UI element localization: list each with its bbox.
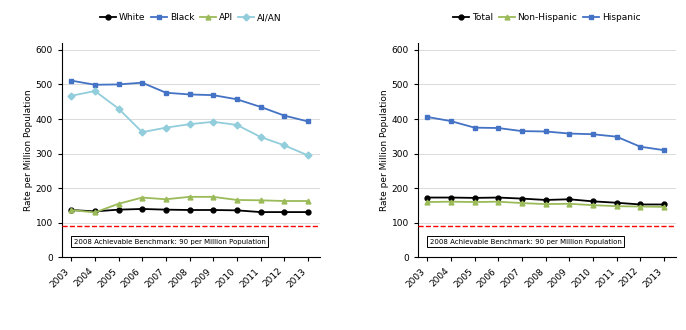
White	[233, 208, 241, 212]
Non-Hispanic	[613, 204, 621, 208]
Total	[423, 196, 431, 200]
Black	[233, 97, 241, 101]
Total	[541, 198, 549, 202]
Line: Non-Hispanic: Non-Hispanic	[425, 199, 666, 209]
White	[280, 210, 288, 214]
AI/AN	[209, 120, 217, 124]
Hispanic	[423, 115, 431, 119]
Non-Hispanic	[494, 200, 502, 204]
API	[257, 198, 265, 202]
Black	[304, 119, 312, 123]
White	[115, 208, 123, 212]
Total	[518, 197, 526, 201]
Line: Total: Total	[425, 195, 666, 207]
Hispanic	[613, 135, 621, 139]
Line: Hispanic: Hispanic	[425, 115, 666, 152]
Hispanic	[494, 126, 502, 130]
White	[257, 210, 265, 214]
Hispanic	[471, 126, 479, 130]
Non-Hispanic	[565, 202, 573, 206]
Non-Hispanic	[660, 205, 668, 209]
Total	[471, 196, 479, 200]
Total	[660, 203, 668, 207]
Black	[280, 114, 288, 117]
Black	[162, 91, 170, 95]
API	[162, 197, 170, 201]
Y-axis label: Rate per Million Population: Rate per Million Population	[24, 89, 33, 211]
Black	[67, 79, 75, 82]
Black	[257, 105, 265, 109]
Total	[636, 203, 644, 207]
Hispanic	[541, 129, 549, 133]
Legend: White, Black, API, AI/AN: White, Black, API, AI/AN	[99, 13, 282, 22]
Total	[589, 199, 597, 203]
API	[304, 199, 312, 203]
AI/AN	[233, 123, 241, 127]
Total	[494, 196, 502, 200]
Black	[115, 82, 123, 86]
API	[280, 199, 288, 203]
Black	[91, 83, 99, 87]
White	[209, 208, 217, 212]
Text: 2008 Achievable Benchmark: 90 per Million Population: 2008 Achievable Benchmark: 90 per Millio…	[73, 239, 265, 245]
API	[115, 202, 123, 206]
Hispanic	[447, 119, 455, 123]
Hispanic	[565, 132, 573, 136]
API	[209, 195, 217, 199]
Non-Hispanic	[636, 205, 644, 209]
Non-Hispanic	[471, 200, 479, 204]
Total	[565, 197, 573, 201]
Line: White: White	[69, 207, 310, 215]
Hispanic	[589, 132, 597, 136]
Legend: Total, Non-Hispanic, Hispanic: Total, Non-Hispanic, Hispanic	[453, 13, 641, 22]
White	[162, 208, 170, 212]
Black	[185, 92, 193, 96]
Hispanic	[636, 145, 644, 149]
Line: Black: Black	[69, 78, 310, 124]
API	[91, 211, 99, 214]
Hispanic	[660, 148, 668, 152]
AI/AN	[91, 89, 99, 93]
Black	[209, 93, 217, 97]
White	[138, 207, 146, 211]
AI/AN	[162, 126, 170, 130]
API	[138, 196, 146, 200]
White	[67, 208, 75, 212]
Non-Hispanic	[518, 201, 526, 205]
AI/AN	[185, 122, 193, 126]
Non-Hispanic	[423, 200, 431, 204]
White	[185, 208, 193, 212]
Y-axis label: Rate per Million Population: Rate per Million Population	[379, 89, 389, 211]
Non-Hispanic	[541, 202, 549, 206]
Non-Hispanic	[447, 200, 455, 204]
Black	[138, 81, 146, 85]
Non-Hispanic	[589, 203, 597, 207]
API	[233, 198, 241, 202]
White	[91, 210, 99, 214]
AI/AN	[67, 94, 75, 98]
API	[67, 208, 75, 212]
Hispanic	[518, 129, 526, 133]
White	[304, 210, 312, 214]
AI/AN	[115, 107, 123, 111]
AI/AN	[280, 143, 288, 147]
AI/AN	[304, 153, 312, 157]
Text: 2008 Achievable Benchmark: 90 per Million Population: 2008 Achievable Benchmark: 90 per Millio…	[429, 239, 622, 245]
Line: AI/AN: AI/AN	[69, 88, 310, 158]
AI/AN	[257, 135, 265, 139]
Total	[447, 196, 455, 200]
API	[185, 195, 193, 199]
Total	[613, 201, 621, 205]
AI/AN	[138, 130, 146, 134]
Line: API: API	[69, 194, 310, 215]
